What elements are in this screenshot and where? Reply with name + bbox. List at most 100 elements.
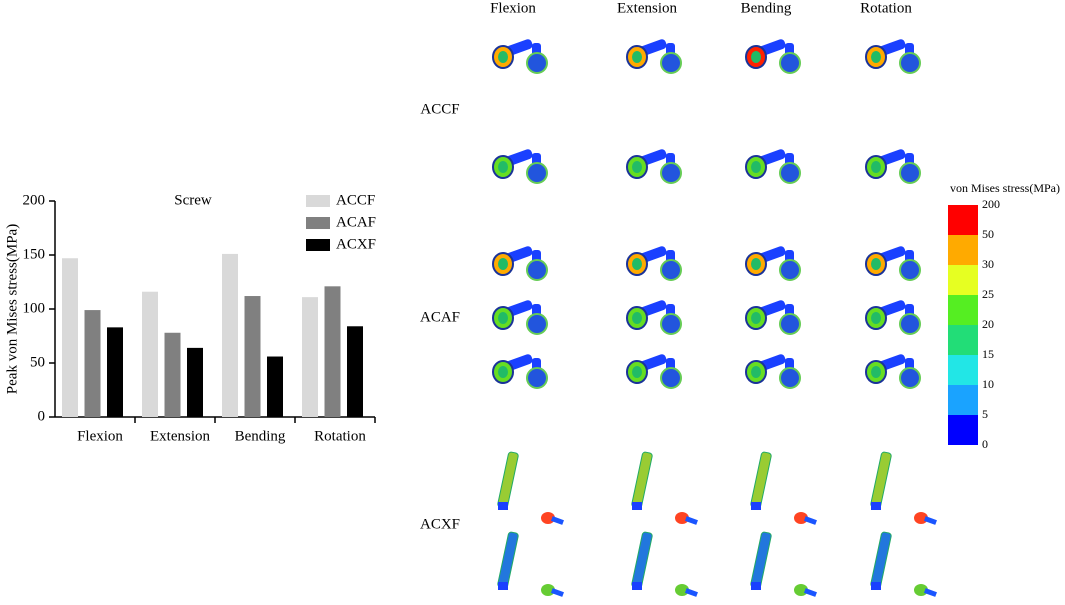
screw-head — [779, 313, 801, 335]
screw-image — [626, 149, 682, 184]
screw-image — [745, 39, 801, 74]
x-tick-label: Bending — [235, 428, 286, 444]
chart-title: Screw — [174, 192, 212, 208]
row-label: ACAF — [420, 309, 460, 325]
column-label: Extension — [617, 0, 677, 16]
y-axis-label: Peak von Mises stress(MPa) — [4, 224, 20, 394]
screw-head-inner — [751, 51, 761, 63]
bar — [142, 291, 158, 417]
colorbar-segment — [948, 205, 978, 235]
screw-image — [865, 354, 921, 389]
screw-image — [750, 451, 817, 525]
screw-long — [631, 531, 653, 589]
screw-head-inner — [871, 258, 881, 270]
legend-label: ACCF — [336, 192, 375, 208]
screw-image — [865, 39, 921, 74]
screw-head-inner — [498, 258, 508, 270]
bar — [164, 332, 181, 417]
x-tick-label: Flexion — [77, 428, 123, 444]
screw-long — [750, 451, 772, 509]
legend-label: ACXF — [336, 236, 376, 252]
screw-image — [492, 149, 548, 184]
screw-small-shaft — [550, 588, 564, 597]
screw-head — [899, 162, 921, 184]
screw-head-inner — [498, 366, 508, 378]
bar — [302, 297, 318, 417]
screw-head — [526, 259, 548, 281]
screw-image — [865, 149, 921, 184]
screw-head — [526, 313, 548, 335]
screw-head-inner — [871, 161, 881, 173]
screw-image — [626, 39, 682, 74]
x-tick-label: Extension — [150, 428, 210, 444]
screw-head — [526, 162, 548, 184]
bar — [107, 327, 123, 417]
colorbar-segment — [948, 355, 978, 385]
screw-long — [497, 451, 519, 509]
bar — [267, 356, 283, 417]
screw-image — [626, 300, 682, 335]
screw-image — [745, 149, 801, 184]
screw-image — [492, 246, 548, 281]
colorbar-segment — [948, 265, 978, 295]
screw-small-shaft — [923, 516, 937, 525]
screw-long — [870, 531, 892, 589]
screw-head-inner — [871, 366, 881, 378]
colorbar-segment — [948, 385, 978, 415]
column-label: Bending — [741, 0, 792, 16]
colorbar-label: 200 — [982, 197, 1000, 211]
screw-head-inner — [751, 312, 761, 324]
screw-small-shaft — [684, 516, 698, 525]
bar — [187, 347, 203, 417]
screw-image — [492, 354, 548, 389]
screw-tip — [498, 502, 508, 510]
screw-tip — [871, 582, 881, 590]
screw-tip — [871, 502, 881, 510]
colorbar-label: 0 — [982, 437, 988, 451]
screw-image — [497, 451, 564, 525]
screw-head-inner — [751, 258, 761, 270]
row-label: ACXF — [420, 516, 460, 532]
screw-head — [899, 259, 921, 281]
screw-image — [626, 246, 682, 281]
screw-image — [631, 531, 698, 597]
screw-long — [870, 451, 892, 509]
colorbar-label: 25 — [982, 287, 994, 301]
screw-tip — [632, 502, 642, 510]
screw-long — [750, 531, 772, 589]
screw-head-inner — [498, 312, 508, 324]
colorbar-segment — [948, 235, 978, 265]
screw-small-shaft — [684, 588, 698, 597]
colorbar-label: 20 — [982, 317, 994, 331]
screw-image — [870, 531, 937, 597]
row-label: ACCF — [420, 101, 459, 117]
legend-swatch — [306, 239, 330, 251]
screw-image — [750, 531, 817, 597]
screw-head-inner — [632, 161, 642, 173]
screw-image — [492, 300, 548, 335]
screw-image — [626, 354, 682, 389]
screw-image — [497, 531, 564, 597]
screw-image — [865, 300, 921, 335]
screw-head-inner — [871, 51, 881, 63]
bar — [222, 253, 238, 417]
screw-head — [899, 52, 921, 74]
legend-swatch — [306, 217, 330, 229]
screw-head — [899, 367, 921, 389]
screw-head — [779, 162, 801, 184]
column-label: Flexion — [490, 0, 536, 16]
screw-head — [660, 52, 682, 74]
screw-long — [631, 451, 653, 509]
legend-label: ACAF — [336, 214, 376, 230]
screw-head — [899, 313, 921, 335]
screw-head — [660, 367, 682, 389]
screw-image — [745, 354, 801, 389]
screw-small-shaft — [550, 516, 564, 525]
screw-tip — [498, 582, 508, 590]
screw-tip — [751, 502, 761, 510]
screw-tip — [751, 582, 761, 590]
colorbar-label: 50 — [982, 227, 994, 241]
screw-head-inner — [498, 51, 508, 63]
colorbar-segment — [948, 325, 978, 355]
